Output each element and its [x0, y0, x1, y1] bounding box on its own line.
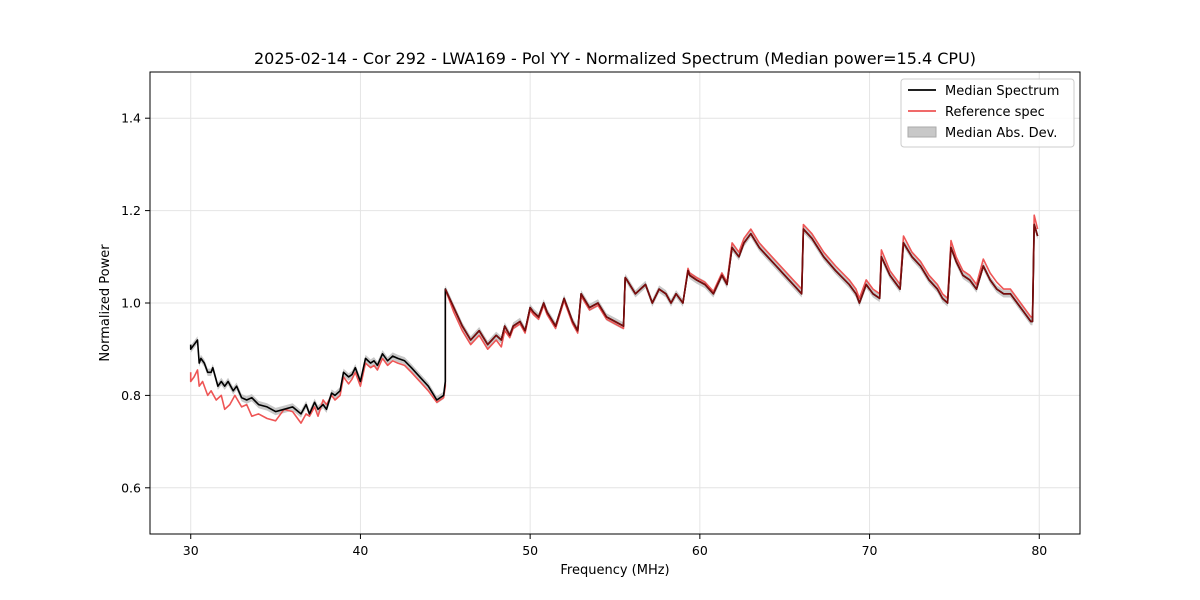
- x-tick-label: 70: [862, 543, 878, 558]
- x-tick-label: 50: [522, 543, 538, 558]
- legend-reference-label: Reference spec: [945, 105, 1045, 120]
- y-tick-label: 1.0: [121, 296, 141, 311]
- legend: Median Spectrum Reference spec Median Ab…: [900, 78, 1075, 148]
- plot-area: [189, 214, 1039, 424]
- x-tick-label: 60: [692, 543, 708, 558]
- y-axis-label: Normalized Power: [98, 244, 113, 362]
- y-tick-label: 1.2: [121, 203, 141, 218]
- y-tick-label: 0.6: [121, 480, 141, 495]
- overlap-line: [444, 223, 1039, 346]
- x-tick-label: 40: [352, 543, 368, 558]
- legend-mad-swatch: [907, 126, 937, 138]
- legend-mad-label: Median Abs. Dev.: [945, 126, 1057, 141]
- x-axis-label: Frequency (MHz): [560, 563, 669, 578]
- x-tick-label: 80: [1031, 543, 1047, 558]
- chart-title: 2025-02-14 - Cor 292 - LWA169 - Pol YY -…: [254, 49, 976, 68]
- reference-spec-line: [189, 214, 1039, 424]
- legend-median-label: Median Spectrum: [945, 84, 1059, 99]
- x-axis-ticks: 30 40 50 60 70 80: [183, 534, 1047, 558]
- median-abs-dev-band: [190, 220, 1038, 418]
- y-tick-label: 1.4: [121, 111, 141, 126]
- x-tick-label: 30: [183, 543, 199, 558]
- y-axis-ticks: 0.6 0.8 1.0 1.2 1.4: [121, 111, 150, 495]
- legend-box: [900, 78, 1075, 148]
- y-tick-label: 0.8: [121, 388, 141, 403]
